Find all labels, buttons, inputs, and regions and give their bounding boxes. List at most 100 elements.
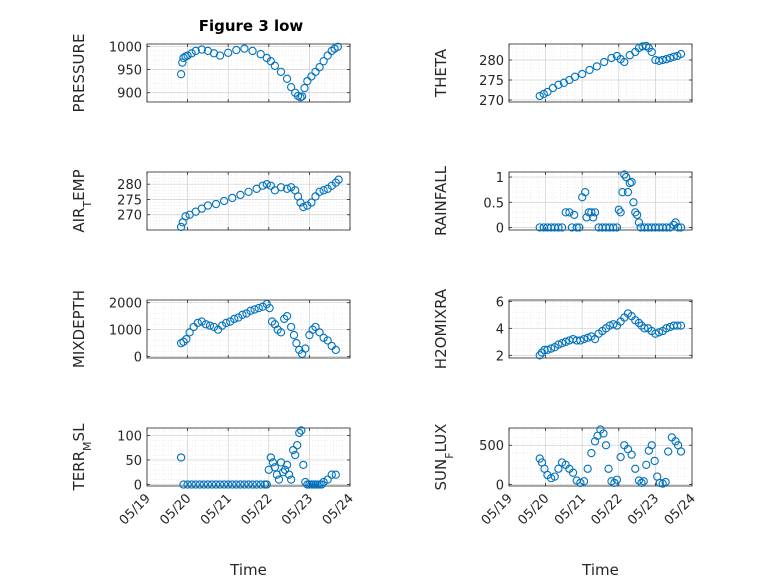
data-point [554,223,563,232]
data-point [676,321,686,330]
data-point [270,463,280,472]
panel-pressure: 900 950 1000 PRESSURE [70,34,351,113]
data-point [300,83,309,93]
y-tick-label: 2 [496,349,504,364]
data-point [579,334,589,344]
data-point [607,53,616,63]
data-point [580,188,590,197]
data-point [256,50,265,59]
data-point [647,441,656,450]
data-point [236,190,245,200]
y-axis-label: TERRMSL [70,423,94,492]
plot-area [147,172,350,230]
data-point [248,480,257,489]
data-point [299,202,308,212]
data-point [669,52,678,61]
data-point [665,53,675,63]
data-point [642,41,651,51]
data-point [224,48,233,57]
data-point [535,351,544,360]
axes-box [146,43,351,103]
data-point [550,472,559,481]
x-tick-label: 05/24 [662,491,699,528]
data-point [616,452,625,462]
data-point [293,441,302,450]
data-point [215,51,225,60]
data-point [209,322,219,332]
data-point [676,49,686,59]
data-point [311,67,320,76]
data-point [262,180,271,189]
data-point [331,470,340,479]
data-point [182,334,191,344]
data-point [546,344,556,353]
y-axis-label: PRESSURE [70,34,88,113]
data-point [319,57,328,66]
y-tick-label: 270 [117,209,142,224]
data-point [307,72,316,81]
data-point [282,460,292,470]
y-tick-label: 6 [496,295,504,310]
data-point [303,76,312,86]
y-tick-label: 1000 [109,40,142,55]
data-point [587,208,596,217]
data-point [634,218,644,227]
data-point [183,51,192,60]
y-tick-label: 0 [134,479,142,494]
y-tick-label: 900 [117,87,142,102]
data-point [546,474,556,483]
data-point [676,223,686,232]
data-point [671,218,680,227]
panel-terr-msl: 0 50 100 05/19 05/20 05/21 05/22 05/23 05/24 TERR… [70,423,357,579]
data-point [176,222,186,232]
y-axis-label: SUNFLUX [432,424,456,491]
y-tick-label: 0.5 [483,196,504,211]
x-tick-label: 05/19 [117,491,154,528]
data-point [276,67,286,76]
data-point [315,187,324,196]
data-point [295,428,304,438]
data-point [600,57,609,67]
data-point [296,198,305,207]
y-tick-label: 0 [496,478,504,493]
data-point [230,314,239,324]
y-tick-label: 1 [496,171,504,186]
data-point [262,480,271,489]
data-point [331,345,340,355]
y-tick-label: 0 [496,221,504,236]
data-point [297,426,306,435]
data-point [280,465,290,474]
data-point [179,337,188,346]
data-point [658,55,667,65]
y-tick-label: 280 [117,178,142,193]
data-point [308,325,317,334]
y-axis-label: H2OMIXRA [432,288,450,369]
x-tick-label: 05/21 [552,491,589,528]
data-point [621,172,631,182]
data-point [296,93,305,102]
data-point [282,74,292,83]
plot-area [147,428,350,486]
data-point [618,188,627,197]
x-tick-label: 05/22 [239,491,276,528]
x-tick-label: 05/19 [479,491,516,528]
data-point [315,63,324,72]
data-point [205,321,215,330]
data-point [599,429,608,438]
x-tick-label: 05/20 [515,491,552,528]
data-point [211,480,221,489]
data-point [280,314,289,324]
axes-box [146,171,351,231]
plot-area [509,300,692,358]
data-point [601,441,611,450]
y-tick-label: 275 [479,74,504,89]
data-point [197,317,206,326]
data-point [638,42,647,51]
data-point [254,303,263,313]
data-point [620,170,629,179]
data-point [266,453,275,462]
y-tick-label: 100 [117,429,142,444]
data-point [284,470,294,479]
y-tick-label: 1000 [109,324,142,339]
data-point [286,322,296,332]
